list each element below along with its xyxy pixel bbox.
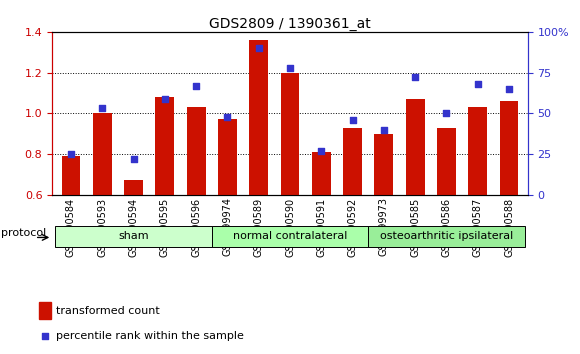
Bar	[218, 119, 237, 195]
Bar	[61, 156, 81, 195]
FancyBboxPatch shape	[212, 226, 368, 247]
Bar	[375, 133, 393, 195]
Point	[411, 75, 420, 80]
Text: protocol: protocol	[1, 228, 46, 238]
Bar	[406, 99, 425, 195]
Bar	[468, 107, 487, 195]
Point	[505, 86, 514, 92]
Text: percentile rank within the sample: percentile rank within the sample	[56, 331, 244, 341]
Bar	[124, 181, 143, 195]
Point	[317, 148, 326, 154]
FancyBboxPatch shape	[55, 226, 212, 247]
Bar	[93, 113, 111, 195]
Bar	[499, 101, 519, 195]
Text: transformed count: transformed count	[56, 306, 160, 316]
Point	[285, 65, 295, 70]
Bar	[281, 73, 299, 195]
Bar	[39, 302, 51, 319]
Bar	[437, 127, 456, 195]
Title: GDS2809 / 1390361_at: GDS2809 / 1390361_at	[209, 17, 371, 31]
Point	[473, 81, 483, 87]
Bar	[312, 152, 331, 195]
Point	[254, 45, 263, 51]
Point	[129, 156, 138, 162]
Text: osteoarthritic ipsilateral: osteoarthritic ipsilateral	[380, 231, 513, 241]
Bar	[187, 107, 205, 195]
Point	[191, 83, 201, 88]
Point	[97, 105, 107, 111]
Point	[442, 110, 451, 116]
Bar	[155, 97, 174, 195]
Point	[40, 333, 49, 339]
FancyBboxPatch shape	[368, 226, 525, 247]
Point	[223, 114, 232, 119]
Text: normal contralateral: normal contralateral	[233, 231, 347, 241]
Point	[66, 151, 75, 157]
Point	[160, 96, 169, 102]
Bar	[343, 127, 362, 195]
Point	[379, 127, 389, 132]
Point	[348, 117, 357, 122]
Bar	[249, 40, 268, 195]
Text: sham: sham	[118, 231, 149, 241]
